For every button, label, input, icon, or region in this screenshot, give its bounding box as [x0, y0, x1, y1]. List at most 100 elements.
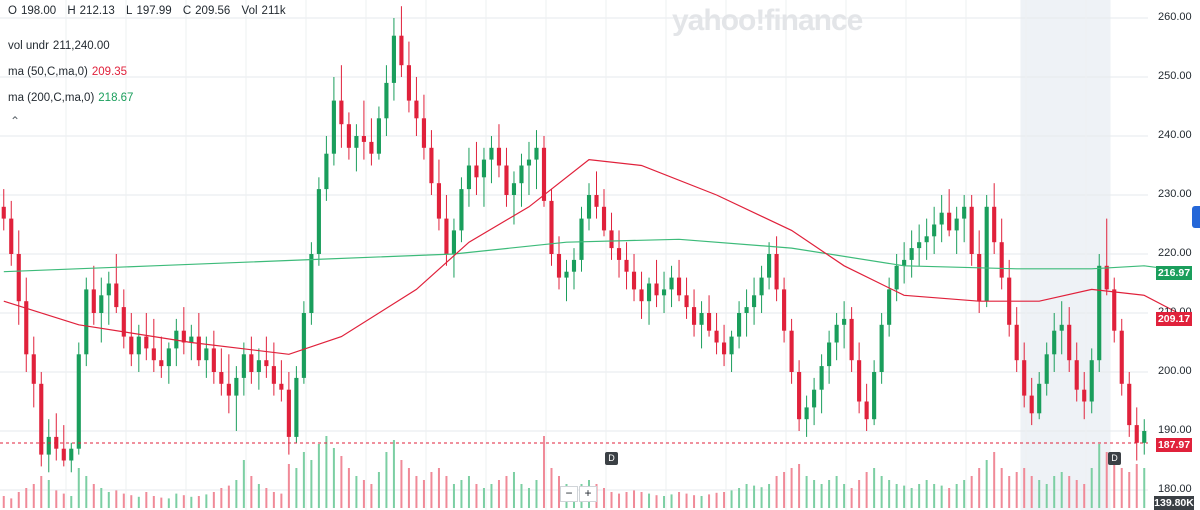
candle-body: [977, 254, 982, 302]
volume-bar: [325, 436, 328, 508]
volume-bar: [287, 464, 290, 508]
volume-bar: [340, 456, 343, 508]
candle-body: [1022, 360, 1027, 396]
candle-body: [774, 254, 779, 290]
volume-bar: [212, 492, 215, 508]
volume-bar: [160, 497, 163, 508]
candle-body: [894, 265, 899, 290]
volume-bar: [1008, 476, 1011, 508]
last-price-tag: 187.97: [1156, 438, 1192, 452]
candle-body: [699, 313, 704, 325]
candle-body: [414, 100, 419, 119]
vol-undr-legend: vol undr 211,240.00: [8, 40, 110, 52]
candle-body: [339, 100, 344, 125]
volume-bar: [655, 495, 658, 508]
candle-body: [459, 189, 464, 231]
candle-body: [924, 236, 929, 243]
dividend-marker[interactable]: D: [605, 452, 618, 465]
candle-body: [729, 336, 734, 355]
volume-bar: [798, 464, 801, 508]
volume-bar: [775, 476, 778, 508]
candle-body: [271, 366, 276, 384]
volume-bars: [2, 436, 1146, 508]
volume-bar: [220, 488, 223, 508]
candle-body: [879, 324, 884, 372]
volume-bar: [633, 490, 636, 508]
volume-bar: [17, 492, 20, 508]
volume-bar: [843, 484, 846, 508]
candle-body: [992, 206, 997, 243]
candle-body: [309, 254, 314, 313]
candle-body: [166, 348, 171, 367]
candle-body: [594, 195, 599, 207]
ma50-legend: ma (50,C,ma,0) 209.35: [8, 66, 128, 78]
volume-bar: [302, 452, 305, 508]
candle-body: [204, 348, 209, 361]
volume-bar: [70, 496, 73, 508]
grid-lines: [0, 0, 1148, 510]
candle-body: [1112, 289, 1117, 331]
candle-body: [76, 354, 81, 449]
volume-bar: [62, 493, 65, 508]
candle-body: [609, 230, 614, 249]
candle-body: [714, 330, 719, 343]
volume-bar: [850, 488, 853, 508]
volume-bar: [738, 488, 741, 508]
dividend-marker[interactable]: D: [1108, 452, 1121, 465]
candle-body: [489, 147, 494, 160]
volume-bar: [730, 490, 733, 508]
candle-body: [24, 301, 29, 355]
volume-bar: [865, 472, 868, 508]
candle-body: [151, 348, 156, 361]
candle-body: [984, 206, 989, 302]
candle-body: [842, 318, 847, 325]
volume-bar: [332, 448, 335, 508]
candle-body: [864, 401, 869, 420]
candle-body: [234, 377, 239, 396]
y-tick-label: 180.00: [1158, 483, 1192, 495]
volume-bar: [355, 476, 358, 508]
candle-body: [872, 372, 877, 420]
volume-bar: [535, 480, 538, 508]
candle-body: [181, 330, 186, 343]
zoom-in-button[interactable]: +: [579, 486, 597, 502]
candle-body: [136, 336, 141, 355]
volume-bar: [130, 495, 133, 508]
volume-bar: [32, 484, 35, 508]
candle-body: [969, 206, 974, 254]
ohlc-legend: O 198.00 H 212.13 L 197.99 C 209.56 Vol 211k: [8, 5, 286, 17]
volume-bar: [955, 484, 958, 508]
candle-body: [31, 354, 36, 384]
chevron-up-icon[interactable]: ⌃: [10, 114, 21, 128]
candle-body: [376, 118, 381, 154]
volume-bar: [310, 460, 313, 508]
volume-bar: [978, 468, 981, 508]
volume-bar: [190, 496, 193, 508]
volume-bar: [1060, 472, 1063, 508]
candle-body: [631, 271, 637, 290]
volume-bar: [430, 472, 433, 508]
volume-bar: [1113, 460, 1116, 508]
candle-body: [1134, 425, 1139, 443]
candle-body: [616, 248, 622, 260]
candle-body: [1029, 395, 1034, 414]
volume-bar: [467, 476, 470, 508]
candle-body: [286, 389, 291, 437]
volume-bar: [948, 488, 951, 508]
volume-bar: [1053, 476, 1056, 508]
y-tick-label: 260.00: [1158, 11, 1192, 23]
candle-body: [84, 289, 89, 355]
candle-body: [519, 165, 524, 184]
candle-body: [1089, 360, 1094, 402]
side-panel-toggle[interactable]: [1192, 206, 1200, 228]
candle-body: [812, 389, 817, 408]
candle-body: [767, 254, 772, 278]
volume-bar: [317, 444, 320, 508]
zoom-out-button[interactable]: −: [560, 486, 578, 502]
volume-bar: [460, 480, 463, 508]
volume-bar: [175, 493, 178, 508]
volume-bar: [512, 472, 515, 508]
candle-body: [354, 136, 359, 148]
candle-body: [406, 65, 411, 101]
